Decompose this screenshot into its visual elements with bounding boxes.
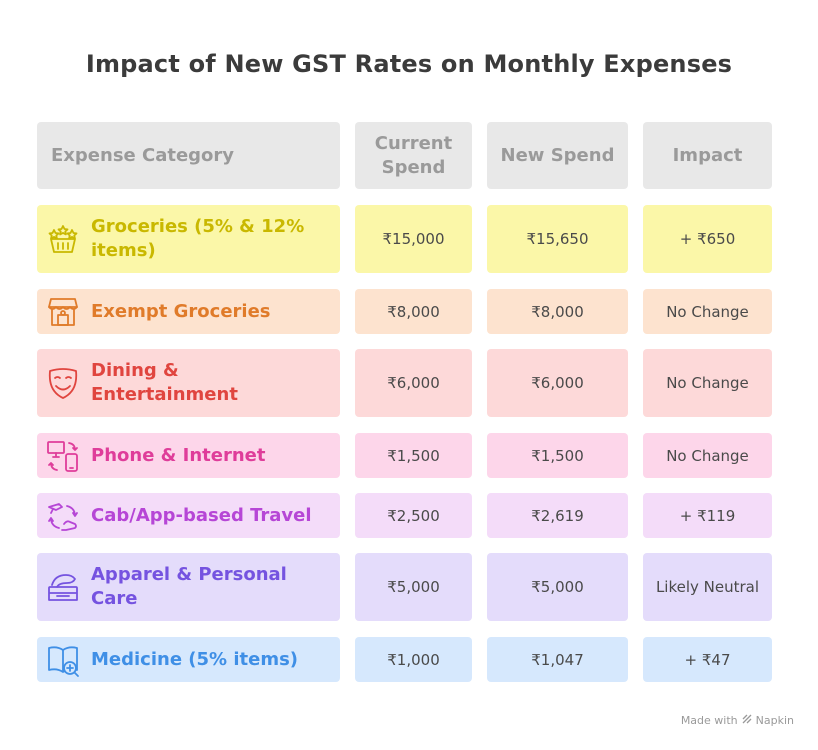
page-title: Impact of New GST Rates on Monthly Expen… [85, 50, 733, 78]
current-spend-cell: ₹5,000 [355, 553, 472, 621]
new-spend-cell: ₹1,047 [487, 637, 628, 682]
impact-cell: + ₹47 [643, 637, 772, 682]
category-label: Cab/App-based Travel [91, 504, 312, 526]
made-with-label: Made with [680, 714, 738, 727]
category-label: Phone & Internet [91, 444, 266, 466]
category-cell: Groceries (5% & 12% items) [37, 205, 340, 273]
medical-book-icon [45, 642, 81, 678]
current-spend-cell: ₹2,500 [355, 493, 472, 538]
header-new-spend: New Spend [487, 122, 628, 189]
current-spend-cell: ₹6,000 [355, 349, 472, 417]
header-current-spend: Current Spend [355, 122, 472, 189]
new-spend-cell: ₹15,650 [487, 205, 628, 273]
category-label: Medicine (5% items) [91, 648, 299, 670]
current-spend-cell: ₹8,000 [355, 289, 472, 334]
impact-cell: No Change [643, 349, 772, 417]
new-spend-cell: ₹2,619 [487, 493, 628, 538]
current-spend-cell: ₹15,000 [355, 205, 472, 273]
current-spend-cell: ₹1,500 [355, 433, 472, 478]
category-cell: Dining & Entertainment [37, 349, 340, 417]
napkin-brand: Napkin [755, 714, 794, 727]
table-row: Medicine (5% items) ₹1,000 ₹1,047 + ₹47 [0, 637, 818, 682]
category-label: Dining & Entertainment [91, 360, 238, 405]
impact-cell: No Change [643, 433, 772, 478]
folded-clothes-icon [45, 569, 81, 605]
impact-cell: + ₹650 [643, 205, 772, 273]
table-row: Exempt Groceries ₹8,000 ₹8,000 No Change [0, 289, 818, 334]
category-cell: Cab/App-based Travel [37, 493, 340, 538]
new-spend-cell: ₹8,000 [487, 289, 628, 334]
napkin-credit: Made with Napkin [681, 714, 794, 727]
category-label: Groceries (5% & 12% items) [91, 216, 305, 261]
table-row: Phone & Internet ₹1,500 ₹1,500 No Change [0, 433, 818, 478]
impact-cell: Likely Neutral [643, 553, 772, 621]
napkin-logo-icon [742, 714, 752, 727]
impact-cell: No Change [643, 289, 772, 334]
category-label: Exempt Groceries [91, 300, 271, 322]
category-cell: Phone & Internet [37, 433, 340, 478]
table-row: Cab/App-based Travel ₹2,500 ₹2,619 + ₹11… [0, 493, 818, 538]
market-stall-icon [45, 294, 81, 330]
table-row: Apparel & Personal Care ₹5,000 ₹5,000 Li… [0, 553, 818, 621]
new-spend-cell: ₹6,000 [487, 349, 628, 417]
table-row: Dining & Entertainment ₹6,000 ₹6,000 No … [0, 349, 818, 417]
devices-icon [45, 438, 81, 474]
header-current-spend-label: Current Spend [374, 132, 453, 178]
category-cell: Apparel & Personal Care [37, 553, 340, 621]
new-spend-cell: ₹5,000 [487, 553, 628, 621]
grocery-basket-icon [45, 221, 81, 257]
table-row: Groceries (5% & 12% items) ₹15,000 ₹15,6… [0, 205, 818, 273]
current-spend-cell: ₹1,000 [355, 637, 472, 682]
category-label: Apparel & Personal Care [91, 564, 287, 609]
category-cell: Exempt Groceries [37, 289, 340, 334]
header-impact: Impact [643, 122, 772, 189]
category-cell: Medicine (5% items) [37, 637, 340, 682]
header-expense-category: Expense Category [37, 122, 340, 189]
new-spend-cell: ₹1,500 [487, 433, 628, 478]
theater-mask-icon [45, 365, 81, 401]
impact-cell: + ₹119 [643, 493, 772, 538]
travel-cycle-icon [45, 498, 81, 534]
